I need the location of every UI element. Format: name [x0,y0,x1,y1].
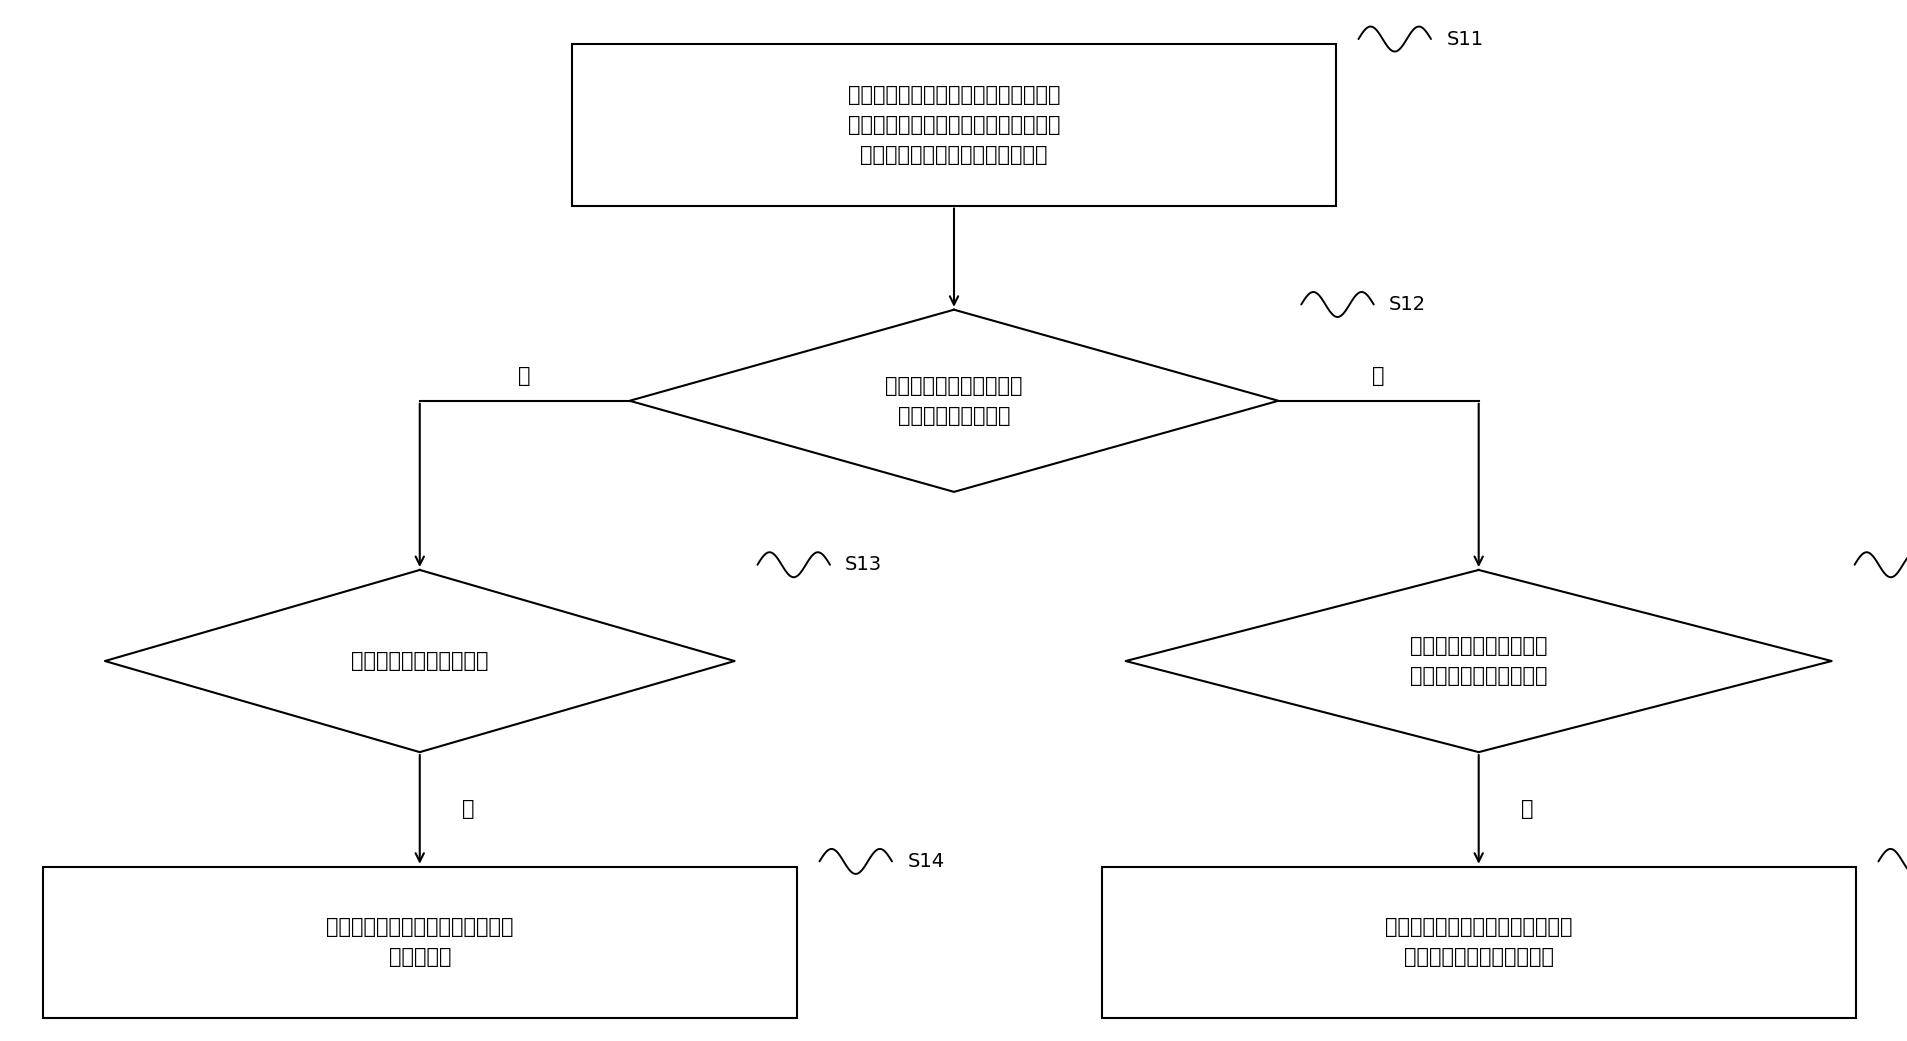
Text: 否: 否 [1371,366,1384,386]
Text: 确定升弓列车线是否得电，以确定
故障点位置: 确定升弓列车线是否得电，以确定 故障点位置 [326,917,513,967]
Text: 判断在第二预设时间时是
否检测到受电弓升弓到位: 判断在第二预设时间时是 否检测到受电弓升弓到位 [1409,636,1547,686]
Text: S12: S12 [1388,295,1425,314]
Text: 是: 是 [1520,799,1533,819]
Text: S14: S14 [908,852,944,871]
Text: 判断第一预设时间内升弓
保持继电器是否失电: 判断第一预设时间内升弓 保持继电器是否失电 [885,376,1022,426]
Bar [572,44,1335,206]
Text: 通过升弓列车线向升弓继电器发送升弓
指令以便升起驾驶员选择的受电弓或自
动选择的受电弓升起，并开始计时: 通过升弓列车线向升弓继电器发送升弓 指令以便升起驾驶员选择的受电弓或自 动选择的… [847,85,1060,164]
Text: S13: S13 [845,555,881,575]
Bar [1102,866,1854,1018]
Text: 判断升弓继电器是否失电: 判断升弓继电器是否失电 [351,651,488,671]
Text: 是: 是 [461,799,475,819]
Text: 是: 是 [519,366,530,386]
Bar [42,866,797,1018]
Text: 若受电弓对应的牵引系统有弓网电
压，则确定受电弓正常升弓: 若受电弓对应的牵引系统有弓网电 压，则确定受电弓正常升弓 [1384,917,1571,967]
Text: S11: S11 [1446,29,1482,49]
